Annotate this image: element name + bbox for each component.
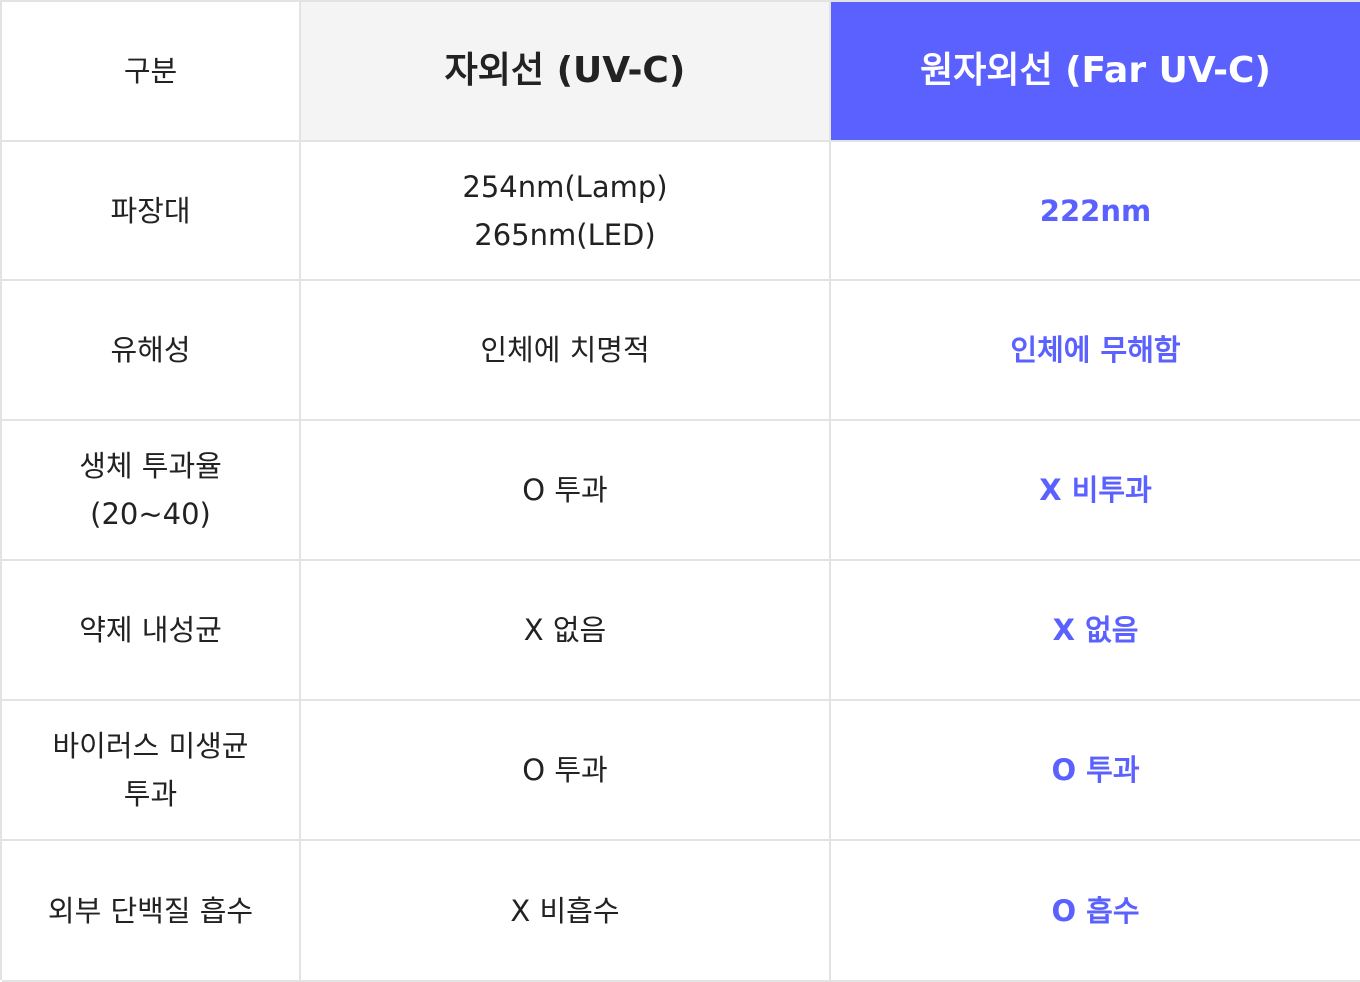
row-label-resistance: 약제 내성균 [2, 561, 301, 701]
header-far-uvc: 원자외선 (Far UV-C) [831, 2, 1360, 142]
uvc-resistance: X 없음 [301, 561, 831, 701]
header-category: 구분 [2, 2, 301, 142]
row-label-virus: 바이러스 미생균 투과 [2, 701, 301, 841]
row-label-harmfulness: 유해성 [2, 281, 301, 421]
uvc-wavelength: 254nm(Lamp) 265nm(LED) [301, 142, 831, 281]
row-label-protein: 외부 단백질 흡수 [2, 841, 301, 982]
far-protein: O 흡수 [831, 841, 1360, 982]
far-virus: O 투과 [831, 701, 1360, 841]
uvc-harmfulness: 인체에 치명적 [301, 281, 831, 421]
uvc-virus: O 투과 [301, 701, 831, 841]
header-uvc: 자외선 (UV-C) [301, 2, 831, 142]
uvc-penetration: O 투과 [301, 421, 831, 561]
far-resistance: X 없음 [831, 561, 1360, 701]
uvc-protein: X 비흡수 [301, 841, 831, 982]
row-label-wavelength: 파장대 [2, 142, 301, 281]
far-wavelength: 222nm [831, 142, 1360, 281]
far-penetration: X 비투과 [831, 421, 1360, 561]
row-label-penetration: 생체 투과율 (20~40) [2, 421, 301, 561]
far-harmfulness: 인체에 무해함 [831, 281, 1360, 421]
